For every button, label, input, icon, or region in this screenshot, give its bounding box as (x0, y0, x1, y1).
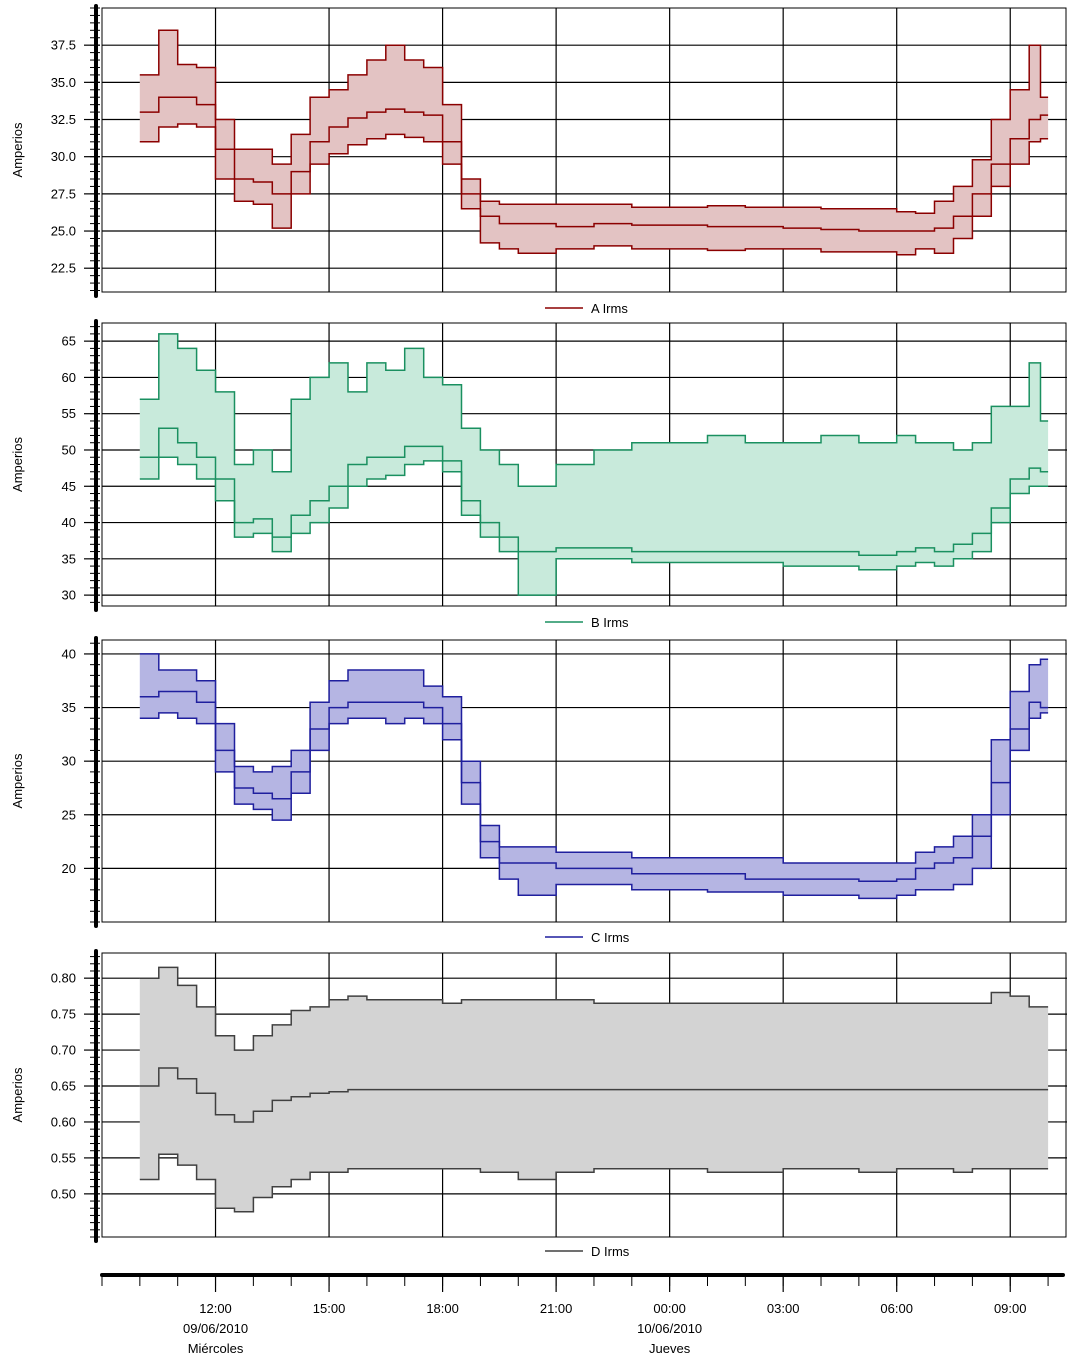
panel-a: 22.5 25.0 27.5 30.0 32.5 35.0 37.5 Amperios A Ir… (10, 4, 1067, 316)
series-min-line (139, 1153, 1049, 1213)
y-tick-label: 30 (62, 754, 76, 769)
x-tick-label: 03:00 (767, 1301, 800, 1316)
y-tick-label: 30.0 (51, 149, 76, 164)
series-min-line (139, 456, 1049, 596)
y-tick-label: 50 (62, 442, 76, 457)
legend-label: B Irms (591, 615, 629, 630)
panel-b: 30 35 40 45 50 55 60 65 Amperios B Irms (10, 319, 1067, 630)
x-weekday-label: Miércoles (188, 1341, 244, 1356)
legend-label: A Irms (591, 301, 628, 316)
y-tick-label: 60 (62, 370, 76, 385)
y-tick-label: 55 (62, 406, 76, 421)
y-tick-label: 0.55 (51, 1150, 76, 1165)
y-tick-label: 35 (62, 551, 76, 566)
y-tick-label: 45 (62, 479, 76, 494)
y-tick-label: 22.5 (51, 261, 76, 276)
series-mean-line (139, 1067, 1049, 1123)
y-tick-label: 0.80 (51, 971, 76, 986)
y-axis-label: Amperios (10, 122, 25, 177)
y-tick-label: 65 (62, 334, 76, 349)
y-tick-label: 35.0 (51, 75, 76, 90)
y-tick-label: 25 (62, 807, 76, 822)
y-tick-label: 30 (62, 588, 76, 603)
series-min-line (139, 712, 1049, 900)
y-axis-label: Amperios (10, 437, 25, 492)
y-tick-label: 37.5 (51, 38, 76, 53)
series-max-line (139, 966, 1049, 1051)
y-axis-label: Amperios (10, 1067, 25, 1122)
panel-c: 20 25 30 35 40 Amperios C Irms (10, 636, 1067, 945)
series-min-line (139, 123, 1049, 256)
y-axis-label: Amperios (10, 753, 25, 808)
series-max-line (139, 653, 1049, 864)
y-tick-label: 0.65 (51, 1079, 76, 1094)
x-tick-label: 18:00 (426, 1301, 459, 1316)
x-tick-label: 15:00 (313, 1301, 346, 1316)
x-tick-label: 09:00 (994, 1301, 1027, 1316)
y-tick-label: 0.60 (51, 1114, 76, 1129)
series-max-line (139, 333, 1049, 488)
x-tick-label: 21:00 (540, 1301, 573, 1316)
x-tick-label: 06:00 (880, 1301, 913, 1316)
series-mean-line (139, 96, 1049, 232)
legend-label: D Irms (591, 1244, 630, 1259)
y-tick-label: 32.5 (51, 112, 76, 127)
x-date-label: 10/06/2010 (637, 1321, 702, 1336)
y-tick-label: 40 (62, 515, 76, 530)
x-date-label: 09/06/2010 (183, 1321, 248, 1336)
y-tick-label: 20 (62, 861, 76, 876)
series-mean-line (139, 690, 1049, 883)
series-band (139, 30, 1049, 255)
y-tick-label: 0.75 (51, 1007, 76, 1022)
y-tick-label: 35 (62, 700, 76, 715)
y-tick-label: 25.0 (51, 224, 76, 239)
x-tick-label: 00:00 (653, 1301, 686, 1316)
y-tick-label: 40 (62, 646, 76, 661)
legend-label: C Irms (591, 930, 630, 945)
y-tick-label: 0.50 (51, 1186, 76, 1201)
time-axis: 12:00 09/06/2010 Miércoles 15:00 18:00 21:00 0… (100, 1273, 1065, 1356)
x-weekday-label: Jueves (649, 1341, 691, 1356)
series-mean-line (139, 427, 1049, 556)
y-tick-label: 0.70 (51, 1043, 76, 1058)
x-tick-label: 12:00 (199, 1301, 232, 1316)
series-band (139, 653, 1049, 899)
y-tick-label: 27.5 (51, 186, 76, 201)
panel-d: 0.50 0.55 0.60 0.65 0.70 0.75 0.80 Amperios D Ir… (10, 949, 1067, 1259)
